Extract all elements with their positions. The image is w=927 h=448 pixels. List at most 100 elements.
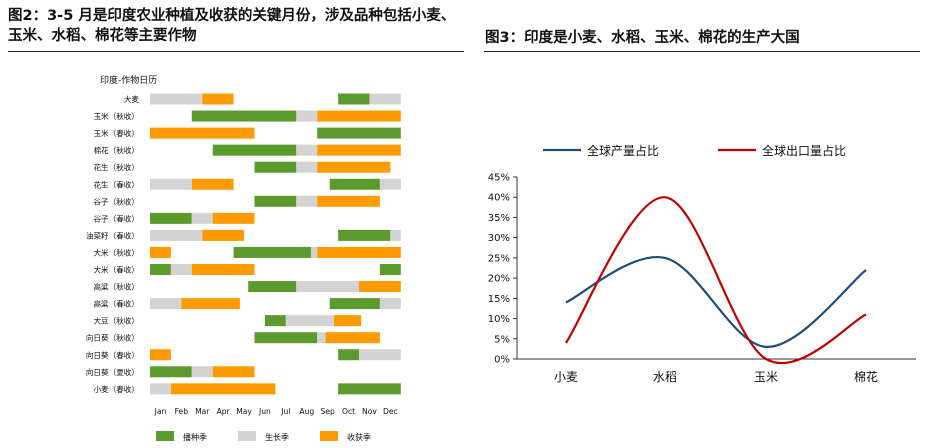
crop-season-bar — [264, 315, 286, 327]
crop-season-bar — [170, 383, 276, 395]
month-tick-label: Sep — [320, 407, 334, 416]
crop-season-bar — [191, 264, 255, 275]
x-category-label: 棉花 — [854, 369, 878, 384]
month-tick-label: Nov — [362, 407, 377, 416]
crop-season-bar — [191, 212, 213, 224]
y-tick-label: 10% — [488, 314, 510, 325]
crop-row-label: 大米（秋收） — [93, 247, 139, 257]
crop-season-bar — [150, 229, 203, 241]
right-figure-title: 图3：印度是小麦、水稻、玉米、棉花的生产大国 — [485, 30, 800, 46]
crop-season-bar — [317, 127, 401, 139]
crop-season-bar — [212, 144, 297, 156]
crop-season-bar — [379, 178, 401, 190]
crop-season-bar — [150, 349, 171, 361]
legend-label-growing: 生长季 — [265, 432, 289, 442]
crop-row-label: 大米（春收） — [93, 265, 139, 275]
crop-season-bar — [248, 281, 297, 293]
y-tick-label: 45% — [488, 173, 510, 184]
crop-season-bar — [285, 315, 334, 327]
y-tick-label: 0% — [494, 355, 510, 366]
month-tick-label: Aug — [299, 407, 314, 416]
crop-season-bar — [317, 144, 401, 156]
crop-season-bar — [150, 212, 192, 224]
month-tick-label: Mar — [195, 407, 210, 416]
crop-season-bar — [212, 212, 255, 224]
legend-label-sowing: 播种季 — [183, 432, 207, 442]
left-figure-title: 图2：3-5 月是印度农业种植及收获的关键月份，涉及品种包括小麦、玉米、水稻、棉… — [8, 8, 456, 44]
crop-season-bar — [254, 195, 297, 207]
crop-season-bar — [254, 332, 318, 344]
crop-season-bar — [233, 246, 311, 258]
crop-season-bar — [317, 161, 391, 173]
series-line-export — [565, 196, 867, 365]
y-tick-label: 35% — [488, 213, 510, 224]
crop-row-label: 花生（春收） — [93, 179, 139, 189]
crop-season-bar — [191, 178, 234, 190]
crop-season-bar — [338, 383, 401, 395]
crop-season-bar — [310, 246, 318, 258]
crop-row-label: 油菜籽（春收） — [86, 230, 139, 240]
crop-season-bar — [329, 298, 380, 310]
crop-season-bar — [296, 161, 318, 173]
crop-row-label: 高粱（春收） — [93, 299, 139, 309]
month-tick-label: Jul — [280, 407, 290, 416]
crop-season-bar — [338, 93, 370, 105]
crop-row-label: 谷子（秋收） — [93, 196, 139, 206]
y-tick-label: 15% — [488, 294, 510, 305]
crop-row-label: 向日葵（春收） — [86, 350, 139, 360]
crop-season-bar — [296, 195, 318, 207]
crop-row-label: 玉米（秋收） — [93, 111, 139, 121]
crop-season-bar — [254, 161, 297, 173]
crop-season-bar — [338, 349, 359, 361]
crop-season-bar — [150, 246, 171, 258]
crop-season-bar — [191, 366, 213, 378]
legend-swatch-sowing — [156, 431, 174, 441]
crop-season-bar — [202, 93, 234, 105]
crop-season-bar — [296, 110, 318, 122]
crop-season-bar — [333, 315, 362, 327]
legend-swatch-growing — [238, 431, 256, 441]
y-tick-label: 30% — [488, 233, 510, 244]
legend-label-export: 全球出口量占比 — [762, 143, 846, 158]
crop-season-bar — [191, 110, 297, 122]
crop-row-label: 大豆（秋收） — [93, 316, 139, 326]
crop-season-bar — [170, 264, 192, 275]
crop-season-bar — [369, 93, 401, 105]
x-category-label: 小麦 — [554, 370, 578, 384]
crop-row-label: 高粱（秋收） — [93, 282, 139, 292]
crop-season-bar — [379, 298, 401, 310]
crop-row-label: 谷子（春收） — [93, 213, 139, 223]
crop-season-bar — [317, 110, 401, 122]
month-tick-label: Jan — [154, 407, 167, 416]
left-title-rule — [8, 51, 464, 52]
crop-row-label: 花生（秋收） — [93, 162, 139, 172]
crop-season-bar — [359, 281, 401, 293]
crop-season-bar — [150, 178, 192, 190]
crop-season-bar — [379, 264, 401, 275]
crop-season-bar — [150, 264, 171, 275]
crop-season-bar — [150, 127, 255, 139]
crop-row-label: 玉米（春收） — [93, 128, 139, 138]
crop-season-bar — [202, 229, 245, 241]
month-tick-label: May — [236, 407, 252, 416]
crop-season-bar — [212, 366, 255, 378]
legend-label-harvest: 收获季 — [347, 432, 371, 442]
crop-season-bar — [150, 383, 171, 395]
crop-season-bar — [181, 298, 240, 310]
crop-row-label: 向日葵（秋收） — [86, 333, 139, 343]
crop-season-bar — [150, 298, 182, 310]
crop-season-bar — [317, 332, 326, 344]
series-line-production — [565, 255, 867, 348]
crop-season-bar — [338, 229, 391, 241]
crop-season-bar — [296, 144, 318, 156]
crop-season-bar — [317, 195, 380, 207]
y-tick-label: 5% — [494, 334, 510, 345]
crop-season-bar — [325, 332, 380, 344]
month-tick-label: Apr — [217, 407, 231, 416]
crop-season-bar — [296, 281, 359, 293]
y-tick-label: 25% — [488, 253, 510, 264]
x-category-label: 水稻 — [653, 370, 677, 384]
crop-row-label: 大麦 — [124, 94, 140, 104]
